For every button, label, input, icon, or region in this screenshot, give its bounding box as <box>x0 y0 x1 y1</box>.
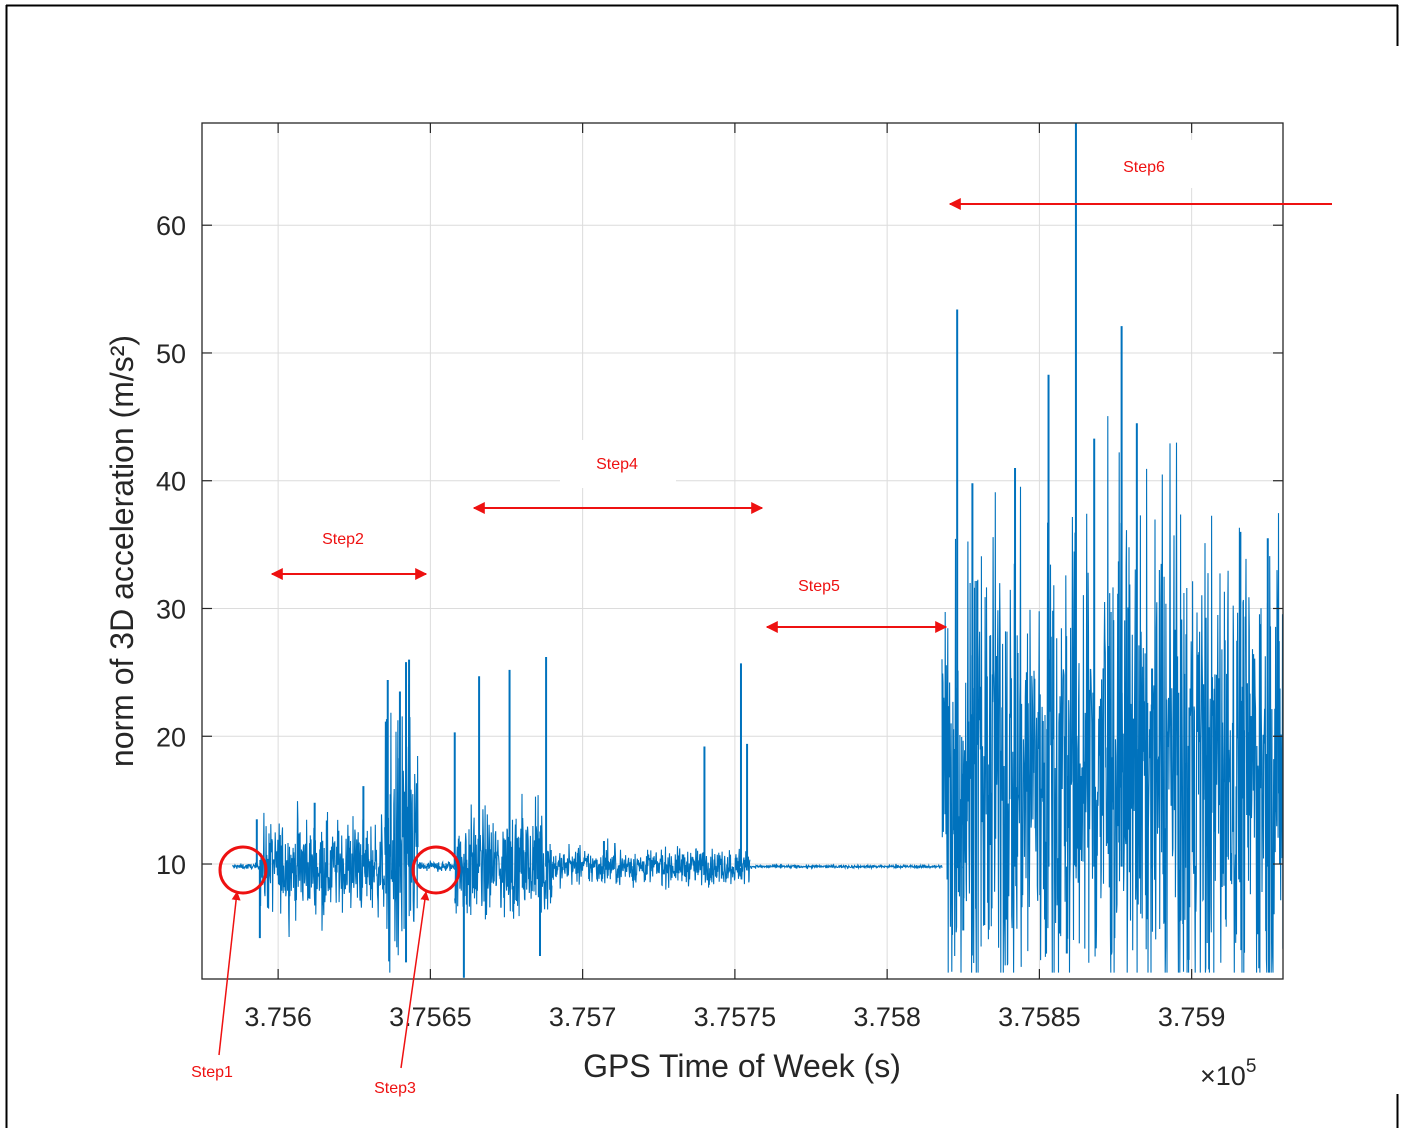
y-tick-label: 50 <box>156 339 186 369</box>
data-series <box>232 123 1284 978</box>
x-tick-label: 3.759 <box>1158 1002 1226 1032</box>
series-segment <box>384 684 419 973</box>
plot-box <box>201 122 1284 980</box>
step3-label: Step3 <box>374 1080 416 1097</box>
x-axis-label: GPS Time of Week (s) <box>583 1048 901 1084</box>
series-segment <box>454 793 553 920</box>
series-segment <box>749 863 943 871</box>
step5-label: Step5 <box>798 578 840 595</box>
step4-label-bg <box>560 440 676 488</box>
y-tick-label: 10 <box>156 850 186 880</box>
step4-label: Step4 <box>596 456 638 473</box>
y-tick-label: 20 <box>156 722 186 752</box>
x-tick-label: 3.758 <box>853 1002 921 1032</box>
step6-label: Step6 <box>1123 159 1165 176</box>
x-exponent-power: 5 <box>1246 1056 1257 1077</box>
y-axis-label: norm of 3D acceleration (m/s²) <box>104 335 140 767</box>
x-exponent-label: ×105 <box>1200 1056 1256 1091</box>
axis-ticks: 3.756 3.7565 3.757 3.7575 3.758 3.7585 3.759 10… <box>156 123 1283 1032</box>
x-tick-label: 3.7565 <box>389 1002 472 1032</box>
x-tick-label: 3.756 <box>244 1002 312 1032</box>
step1-circle <box>218 845 268 895</box>
x-tick-label: 3.757 <box>549 1002 617 1032</box>
annotations: Step1 Step2 Step3 Step4 Step5 Step6 <box>191 140 1332 1097</box>
series-segment <box>417 860 456 872</box>
x-exponent-base: ×10 <box>1200 1061 1246 1091</box>
step1-pointer <box>218 891 241 1056</box>
series-segment <box>941 416 1284 973</box>
y-tick-label: 40 <box>156 467 186 497</box>
step2-label: Step2 <box>322 531 364 548</box>
step6-label-bg <box>1090 140 1206 188</box>
step1-label: Step1 <box>191 1064 233 1081</box>
step3-circle <box>411 845 461 895</box>
step3-pointer <box>400 891 430 1069</box>
series-segment <box>551 838 751 890</box>
y-tick-label: 60 <box>156 211 186 241</box>
x-tick-label: 3.7575 <box>694 1002 777 1032</box>
x-tick-label: 3.7585 <box>998 1002 1081 1032</box>
y-tick-label: 30 <box>156 594 186 624</box>
series-segment <box>232 862 261 871</box>
